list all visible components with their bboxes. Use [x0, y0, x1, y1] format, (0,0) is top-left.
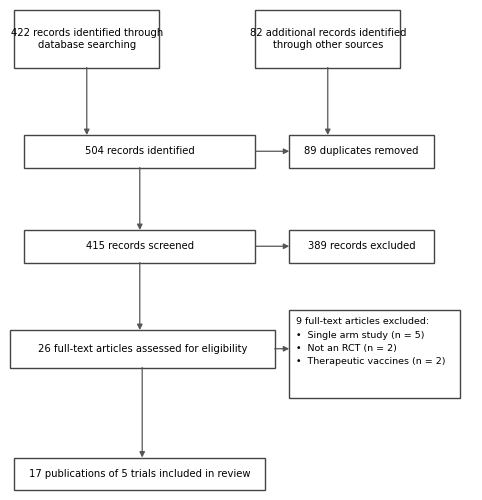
FancyBboxPatch shape: [255, 10, 400, 68]
Text: 504 records identified: 504 records identified: [85, 146, 195, 156]
FancyBboxPatch shape: [10, 330, 275, 368]
Text: 415 records screened: 415 records screened: [86, 242, 194, 252]
FancyBboxPatch shape: [24, 230, 255, 262]
Text: 17 publications of 5 trials included in review: 17 publications of 5 trials included in …: [29, 469, 251, 479]
Text: 89 duplicates removed: 89 duplicates removed: [304, 146, 419, 156]
Text: 422 records identified through
database searching: 422 records identified through database …: [11, 28, 163, 50]
FancyBboxPatch shape: [289, 310, 460, 398]
Text: 82 additional records identified
through other sources: 82 additional records identified through…: [250, 28, 406, 50]
Text: 389 records excluded: 389 records excluded: [308, 242, 415, 252]
Text: 26 full-text articles assessed for eligibility: 26 full-text articles assessed for eligi…: [38, 344, 247, 354]
FancyBboxPatch shape: [289, 230, 434, 262]
FancyBboxPatch shape: [24, 135, 255, 168]
Text: 9 full-text articles excluded:
•  Single arm study (n = 5)
•  Not an RCT (n = 2): 9 full-text articles excluded: • Single …: [296, 318, 446, 366]
FancyBboxPatch shape: [14, 458, 265, 490]
FancyBboxPatch shape: [14, 10, 159, 68]
FancyBboxPatch shape: [289, 135, 434, 168]
